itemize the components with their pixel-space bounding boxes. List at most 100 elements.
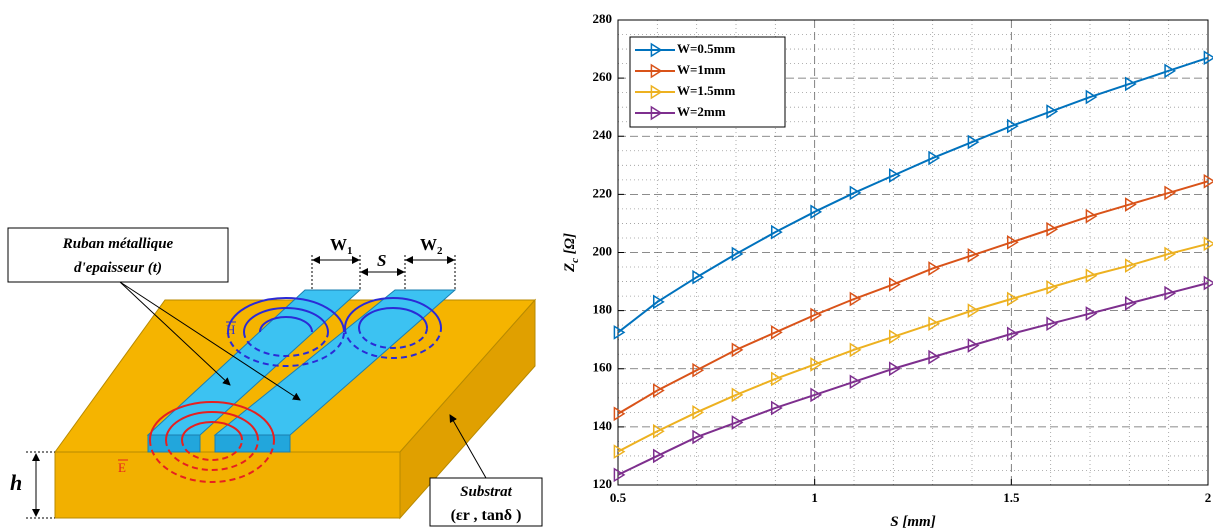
y-tick-label: 200	[593, 243, 613, 258]
point-marker	[1046, 316, 1059, 332]
point-marker	[1203, 236, 1213, 252]
legend-label: W=0.5mm	[677, 41, 735, 56]
plot-frame	[617, 19, 1209, 486]
point-marker	[770, 400, 783, 416]
w2-sub: 2	[437, 245, 443, 257]
w2-label: W	[420, 235, 437, 254]
x-tick-label: 1	[811, 490, 818, 505]
point-marker	[928, 316, 941, 332]
point-marker	[1006, 234, 1019, 250]
ribbon-label-box	[7, 227, 229, 283]
point-marker	[1085, 306, 1098, 321]
point-marker	[731, 415, 744, 430]
y-tick-label: 120	[593, 476, 613, 491]
x-axis-label: S [mm]	[890, 514, 935, 530]
point-marker	[928, 349, 941, 365]
y-tick-label: 220	[593, 185, 613, 200]
point-marker	[810, 387, 823, 403]
point-marker	[849, 342, 862, 358]
s-label: S	[377, 251, 386, 270]
y-tick-label: 160	[593, 360, 613, 375]
substrate-label: Substrat	[460, 484, 513, 500]
point-marker	[967, 303, 980, 318]
point-marker	[770, 224, 783, 240]
point-marker	[888, 277, 901, 292]
point-marker	[849, 291, 862, 307]
point-marker	[1203, 50, 1213, 66]
point-marker	[692, 269, 705, 285]
point-marker	[888, 168, 901, 183]
point-marker	[1164, 246, 1177, 262]
point-marker	[849, 185, 862, 201]
point-marker	[967, 338, 980, 353]
point-marker	[613, 467, 626, 483]
y-tick-label: 280	[593, 11, 613, 26]
point-marker	[967, 134, 980, 150]
x-tick-label: 0.5	[610, 490, 627, 505]
series-line	[617, 242, 1209, 453]
point-marker	[967, 248, 980, 263]
point-marker	[1124, 258, 1137, 273]
w1-label: W1	[330, 235, 353, 257]
point-marker	[613, 325, 626, 340]
ribbon-label: d'epaisseur (t)	[74, 260, 162, 276]
legend-marker	[650, 42, 663, 58]
point-marker	[928, 150, 941, 166]
point-marker	[770, 325, 783, 340]
point-marker	[731, 342, 744, 358]
legend-marker	[650, 63, 663, 79]
point-marker	[731, 387, 744, 403]
point-marker	[1085, 208, 1098, 224]
y-axis-label: Zc [Ω]	[562, 233, 581, 273]
y-tick-label: 180	[593, 302, 613, 317]
point-marker	[1164, 63, 1177, 79]
substrate-label: (εr , tanδ )	[451, 507, 522, 524]
substrate-label-box	[429, 477, 543, 527]
w2-label: W2	[420, 235, 443, 257]
arrow	[449, 414, 487, 479]
point-marker	[652, 448, 665, 464]
point-marker	[1046, 221, 1059, 237]
legend-label: W=1.5mm	[677, 83, 735, 98]
chart: 0.5 1 1.5 2 120 140 160 180 200 220 240 260 280 S [mm…	[562, 11, 1213, 530]
point-marker	[770, 371, 783, 387]
point-marker	[1085, 268, 1098, 284]
y-axis-label-part: [Ω]	[562, 233, 578, 258]
ribbon-label: Ruban métallique	[62, 236, 174, 252]
legend-marker	[650, 105, 663, 121]
point-marker	[1046, 280, 1059, 295]
point-marker	[888, 329, 901, 345]
h-field-lines	[227, 297, 442, 367]
point-marker	[613, 406, 626, 422]
y-tick-label: 140	[593, 418, 613, 433]
series-line	[617, 282, 1209, 476]
strip-2-edge	[214, 434, 291, 453]
point-marker	[1085, 89, 1098, 105]
x-tick-label: 2	[1205, 490, 1212, 505]
legend-label: W=1mm	[677, 62, 726, 77]
substrate-front	[54, 451, 401, 519]
point-marker	[692, 362, 705, 378]
point-marker	[928, 261, 941, 276]
w1-label: W	[330, 235, 347, 254]
strip-1-edge	[147, 434, 201, 453]
point-marker	[1164, 185, 1177, 201]
y-axis-label-part: c	[569, 258, 581, 263]
point-marker	[731, 246, 744, 262]
legend-marker	[650, 84, 663, 100]
point-marker	[1006, 118, 1019, 134]
substrate-side	[399, 298, 536, 520]
y-tick-label: 260	[593, 69, 613, 84]
point-marker	[652, 294, 665, 310]
diagram: Ruban métallique d'epaisseur (t) W1 S W2…	[7, 227, 543, 527]
h-field-label: H	[226, 322, 235, 337]
point-marker	[888, 361, 901, 377]
e-field-lines	[149, 401, 275, 483]
series-line	[617, 180, 1209, 415]
point-marker	[652, 423, 665, 439]
y-axis-label-part: Z	[562, 263, 578, 273]
point-marker	[692, 429, 705, 445]
point-marker	[1006, 291, 1019, 307]
point-marker	[1124, 76, 1137, 92]
